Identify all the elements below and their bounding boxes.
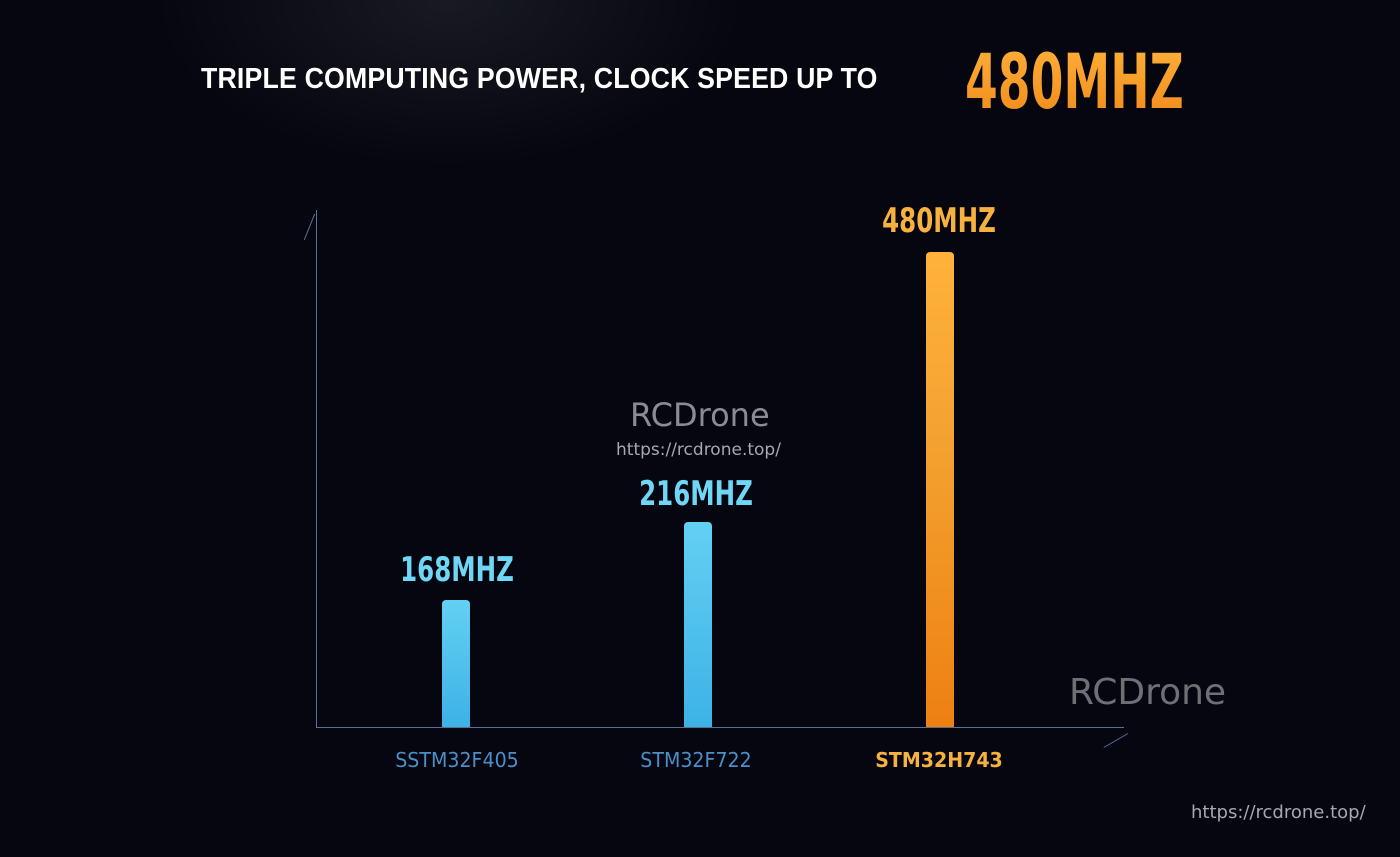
background-glow [150, 0, 750, 170]
x-axis-arrow [1103, 733, 1129, 748]
watermark-center-url: https://rcdrone.top/ [616, 440, 781, 460]
bar-value-label: 480MHZ [882, 201, 996, 241]
headline-text: TRIPLE COMPUTING POWER, CLOCK SPEED UP T… [201, 63, 878, 95]
y-axis [316, 210, 317, 728]
bar-stm32f405 [442, 600, 470, 727]
x-axis [316, 727, 1124, 728]
watermark-right-title: RCDrone [1069, 672, 1227, 713]
bar-value-label: 168MHZ [400, 550, 514, 590]
y-axis-arrow [303, 213, 316, 241]
footer-url: https://rcdrone.top/ [1191, 802, 1366, 823]
watermark-center-title: RCDrone [630, 396, 770, 434]
headline: TRIPLE COMPUTING POWER, CLOCK SPEED UP T… [0, 40, 1400, 130]
bar-stm32f722 [684, 522, 712, 727]
category-label: SSTM32F405 [395, 748, 519, 772]
category-label: STM32F722 [640, 748, 752, 772]
bar-stm32h743 [926, 252, 954, 727]
bar-value-label: 216MHZ [639, 474, 753, 514]
category-label: STM32H743 [875, 748, 1003, 772]
headline-value: 480MHZ [965, 37, 1184, 126]
